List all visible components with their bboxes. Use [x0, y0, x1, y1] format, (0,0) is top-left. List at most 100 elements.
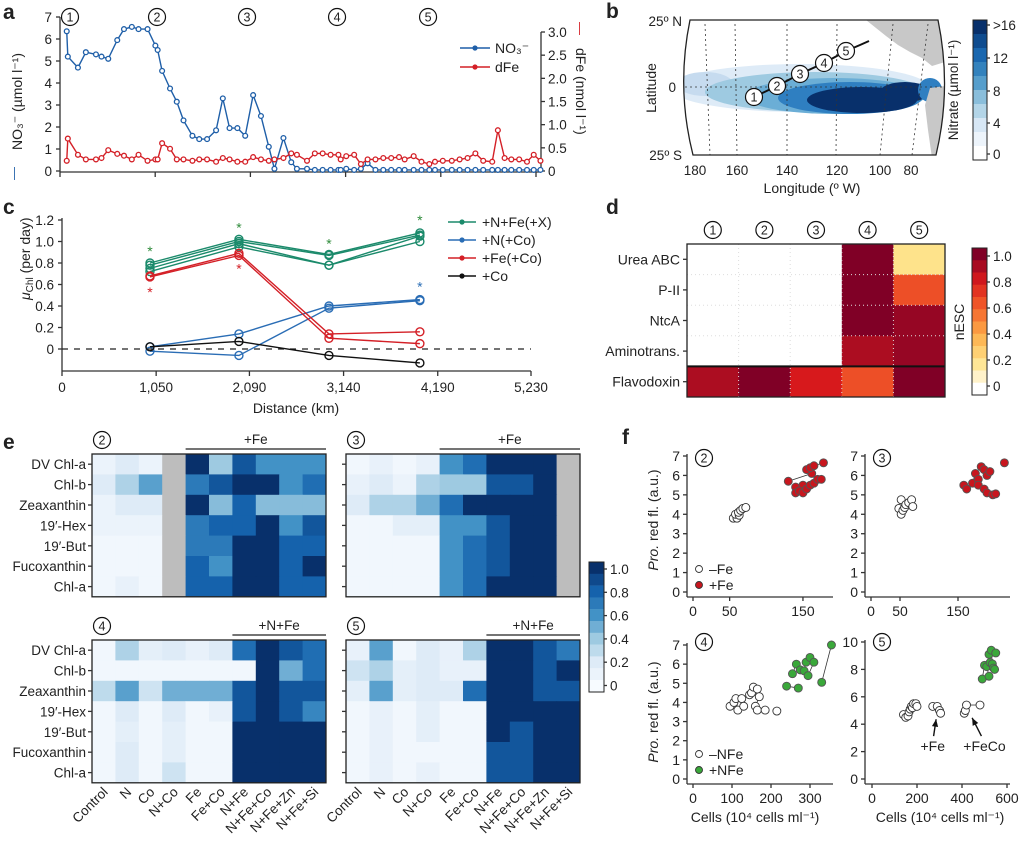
y-tick-label: 0.4: [35, 299, 54, 314]
data-point: [380, 154, 387, 162]
heatmap-cell: [279, 576, 304, 598]
series-line: [149, 299, 420, 357]
heatmap-cell: [138, 680, 163, 702]
heatmap-cell: [255, 660, 280, 682]
heatmap-cell: [138, 494, 163, 516]
data-point: [418, 158, 425, 165]
y-tick-label: 6: [672, 467, 680, 483]
heatmap-cell: [346, 680, 370, 702]
heatmap-cell: [486, 556, 511, 577]
heatmap-cell: [302, 454, 327, 475]
y-tick-label: 0: [46, 342, 54, 357]
heatmap-cell: [416, 454, 441, 475]
heatmap-cell: [138, 576, 163, 598]
data-point: [508, 156, 515, 163]
data-point: [401, 166, 408, 173]
heatmap-cell: [115, 535, 140, 557]
heatmap-cell: [738, 274, 791, 306]
station-marker: 4: [92, 616, 112, 636]
significance-asterisk: *: [417, 212, 423, 228]
colorbar-label: Nitrate (µmol l⁻¹): [946, 40, 961, 140]
y-tick-label: 2: [672, 545, 680, 561]
heatmap-cell: [302, 515, 327, 537]
colorbar-step: [589, 573, 604, 586]
heatmap-cell: [302, 535, 327, 557]
data-point: [293, 151, 300, 158]
station-marker: 3: [346, 430, 366, 450]
heatmap-cell: [185, 680, 210, 702]
heatmap-cell: [439, 535, 464, 557]
data-point: [480, 157, 487, 164]
heatmap-cell: [392, 701, 417, 723]
heatmap-cell: [533, 721, 558, 743]
scatter-station-2: 0 1 2 3 4 5 6 7 0 50 150 –Fe+Fe: [672, 448, 833, 619]
station-marker-1: 1: [60, 7, 80, 27]
data-point: [464, 166, 471, 173]
heatmap-cell: [738, 335, 791, 367]
station-marker-3: 3: [237, 7, 257, 27]
row-label: Urea ABC: [618, 251, 680, 267]
data-point: [154, 156, 161, 163]
heatmap-cell: [486, 515, 511, 537]
station-circle-icon: [703, 220, 722, 240]
data-point: [415, 231, 425, 241]
heatmap-cell: [302, 576, 327, 598]
data-point: [494, 166, 501, 173]
y-tick-label: 8: [850, 661, 858, 677]
x-tick-label: 200: [905, 790, 929, 806]
heatmap-cell-missing: [162, 556, 187, 577]
heatmap-cell: [255, 640, 280, 661]
heatmap-cell: [255, 535, 280, 557]
data-point: [189, 132, 196, 139]
station-marker: 3: [872, 448, 892, 468]
colorbar-frame: [588, 561, 605, 693]
x-tick-label: 5,230: [514, 380, 548, 395]
lat-label: 25º N: [649, 14, 682, 29]
y-tick-label: 1.5: [548, 95, 567, 110]
data-point: [335, 151, 342, 158]
x-tick-label: 300: [798, 790, 822, 806]
data-point: [782, 681, 792, 691]
data-point: [803, 671, 813, 681]
data-point: [82, 156, 89, 163]
data-point: [250, 154, 257, 161]
y-tick-label: 5: [850, 487, 858, 503]
heatmap-cell: [185, 742, 210, 763]
heatmap-cell: [416, 474, 441, 496]
heatmap-cell: [115, 762, 140, 784]
heatmap-cell: [209, 454, 233, 475]
heatmap-cell: [279, 454, 304, 475]
heatmap-cell: [790, 335, 843, 367]
meridian-gridline: [911, 23, 929, 155]
ylabel-rest: red fl. (a.u.): [645, 469, 661, 544]
station-circle-icon: [147, 7, 167, 27]
y-tick-label: 6: [672, 656, 680, 672]
heatmap-cell: [509, 721, 534, 743]
heatmap-cell-missing: [556, 515, 581, 537]
heatmap-cell: [687, 366, 740, 398]
data-point: [234, 238, 244, 249]
data-point: [114, 150, 121, 157]
y-tick-label: 2: [672, 733, 680, 749]
colorbar-step: [972, 321, 987, 334]
heatmap-cell: [302, 742, 327, 763]
heatmap-cell: [115, 454, 140, 475]
y-tick-label: 5: [672, 675, 680, 691]
heatmap-cell: [255, 576, 280, 598]
data-point: [523, 158, 531, 165]
heatmap-cell: [185, 474, 210, 496]
heatmap-cell: [185, 660, 210, 682]
heatmap-cell: [556, 660, 581, 682]
heatmap-cell: [841, 274, 894, 306]
heatmap-cell: [138, 556, 163, 577]
data-point: [985, 467, 995, 476]
colorbar-step: [973, 146, 987, 160]
row-label: P-II: [658, 282, 680, 298]
station-number: 5: [916, 224, 923, 238]
treatment-bracket-label: +N+Fe: [513, 618, 554, 633]
heatmap-cell: [533, 660, 558, 682]
row-label: 19′-Hex: [40, 704, 86, 719]
data-point: [530, 151, 537, 158]
heatmap-cell: [92, 762, 116, 784]
colorbar-step: [589, 562, 604, 574]
